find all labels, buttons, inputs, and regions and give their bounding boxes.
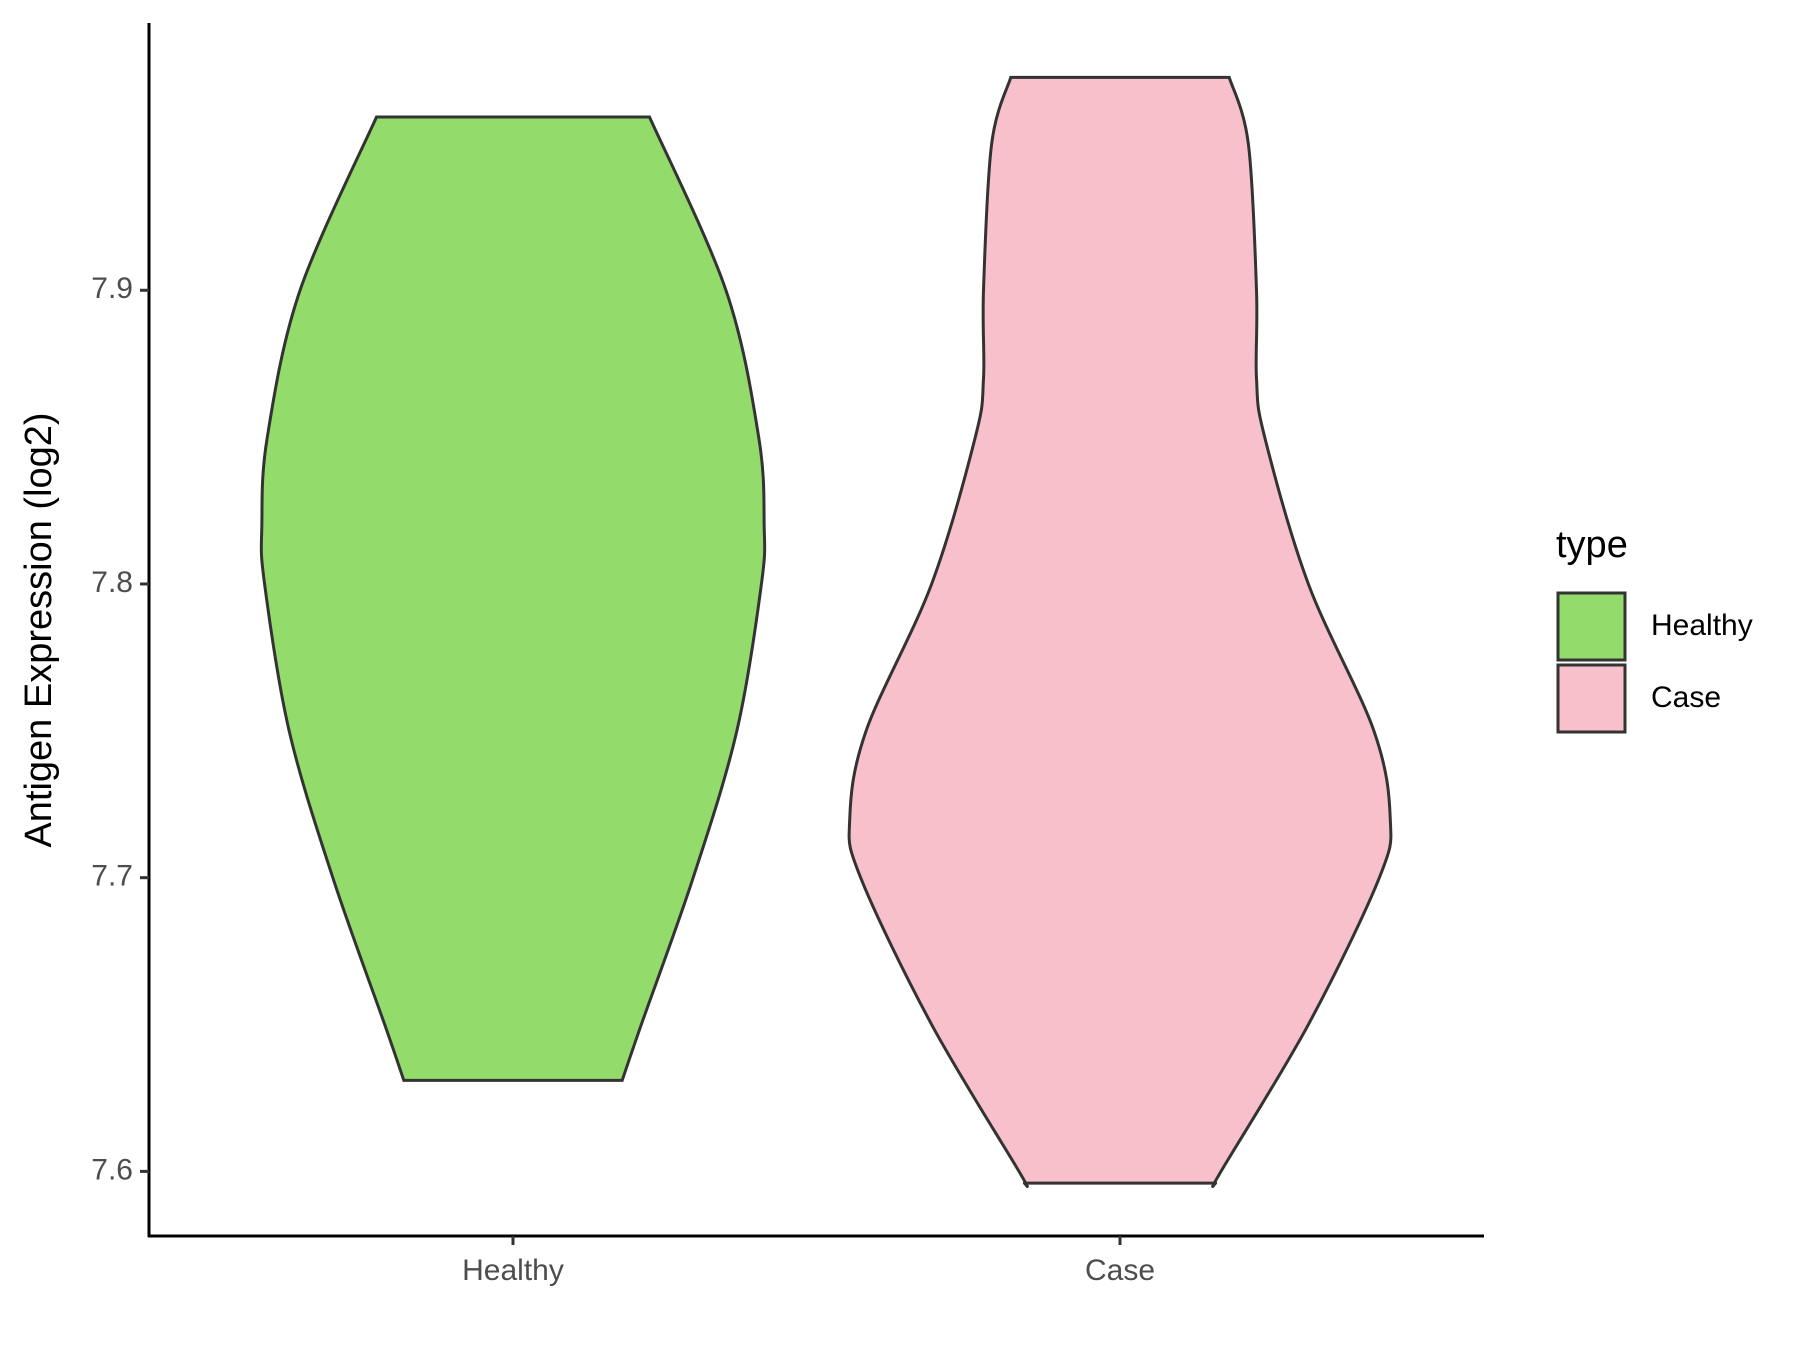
legend-key: [1556, 663, 1627, 734]
x-tick-label: Case: [1085, 1254, 1155, 1287]
legend-label: Case: [1651, 681, 1721, 714]
x-tick-label: Healthy: [462, 1254, 564, 1287]
y-tick-label: 7.6: [91, 1153, 133, 1186]
violin: [259, 115, 767, 1082]
legend-title: type: [1556, 524, 1628, 566]
legend-label: Healthy: [1651, 609, 1753, 642]
violin: [847, 75, 1393, 1188]
legend-key: [1556, 591, 1627, 662]
y-axis-title: Antigen Expression (log2): [18, 412, 60, 847]
y-tick-label: 7.9: [91, 272, 133, 305]
y-tick-label: 7.8: [91, 566, 133, 599]
y-tick-label: 7.7: [91, 860, 133, 893]
